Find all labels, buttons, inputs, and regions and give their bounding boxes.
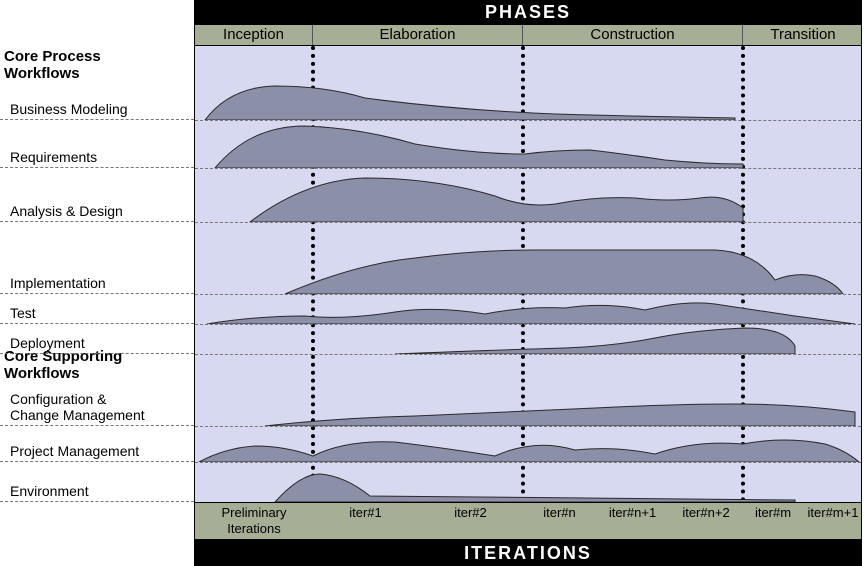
row-label: Project Management [0, 426, 194, 462]
effort-hump [195, 168, 863, 222]
iteration-cell: iter#1 [313, 503, 418, 539]
effort-hump [195, 426, 863, 462]
row-label: Analysis & Design [0, 168, 194, 222]
row-label: Deployment [0, 324, 194, 354]
effort-hump [195, 294, 863, 324]
iteration-cell: iter#2 [418, 503, 523, 539]
iterations-footer-row: PreliminaryIterationsiter#1iter#2iter#ni… [194, 502, 862, 540]
phase-cell-transition: Transition [743, 25, 863, 45]
effort-hump [195, 462, 863, 502]
row-label: Implementation [0, 242, 194, 294]
rup-diagram: PHASES InceptionElaborationConstructionT… [0, 0, 864, 566]
iteration-cell: iter#m [743, 503, 803, 539]
effort-hump [195, 324, 863, 354]
iteration-cell: PreliminaryIterations [195, 503, 313, 539]
row-separator [195, 354, 861, 355]
row-label: Configuration &Change Management [0, 390, 194, 426]
phases-title: PHASES [485, 2, 571, 22]
effort-hump [195, 242, 863, 294]
effort-hump [195, 120, 863, 168]
effort-hump [195, 80, 863, 120]
row-label: Requirements [0, 120, 194, 168]
row-label: Environment [0, 462, 194, 502]
section-title: Core ProcessWorkflows [0, 46, 194, 84]
iterations-title-band: ITERATIONS [194, 540, 862, 566]
phase-cell-inception: Inception [195, 25, 313, 45]
phase-cell-construction: Construction [523, 25, 743, 45]
iteration-cell: iter#m+1 [803, 503, 863, 539]
iteration-cell: iter#n+1 [596, 503, 669, 539]
labels-column: Core ProcessWorkflowsCore SupportingWork… [0, 46, 194, 502]
phase-header-row: InceptionElaborationConstructionTransiti… [194, 24, 862, 46]
effort-hump [195, 390, 863, 426]
phases-title-band: PHASES [194, 0, 862, 24]
row-label: Business Modeling [0, 80, 194, 120]
iteration-cell: iter#n [523, 503, 596, 539]
row-label: Test [0, 294, 194, 324]
iteration-cell: iter#n+2 [669, 503, 743, 539]
row-separator [195, 222, 861, 223]
iterations-title: ITERATIONS [464, 543, 592, 563]
chart-area [194, 46, 862, 502]
phase-cell-elaboration: Elaboration [313, 25, 523, 45]
